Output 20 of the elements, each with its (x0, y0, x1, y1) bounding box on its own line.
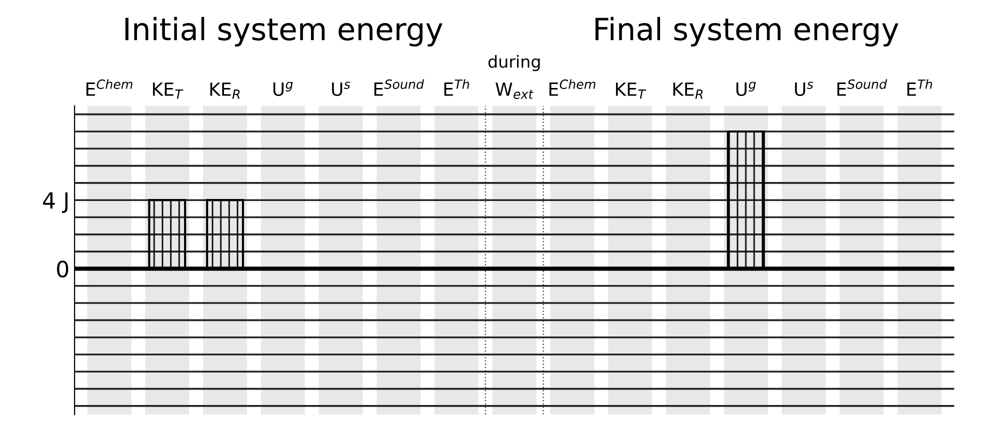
y-tick-label: 0 (57, 260, 68, 278)
x-tick-label: E$^{Sound}$ (837, 79, 888, 96)
x-tick-label: KE$_{T}$ (616, 82, 646, 99)
x-tick-label: E$^{Th}$ (907, 79, 932, 96)
x-tick-label: W$_{ext}$ (496, 82, 534, 99)
y-tick-label: 4 J (43, 192, 68, 213)
x-tick-label: U$^{g}$ (273, 82, 293, 96)
x-tick-label: E$^{Chem}$ (549, 79, 596, 96)
text: Final system energy (595, 16, 898, 46)
x-tick-label: E$^{Chem}$ (86, 79, 132, 96)
x-tick-label: KE$_{R}$ (210, 82, 240, 99)
x-tick-label: U$^{s}$ (332, 82, 350, 96)
x-tick-label: KE$_{R}$ (673, 82, 703, 99)
text: during (488, 54, 540, 72)
x-tick-label: E$^{Th}$ (444, 79, 470, 96)
text: Initial system energy (125, 16, 442, 46)
x-tick-label: U$^{g}$ (736, 82, 756, 96)
x-tick-label: E$^{Sound}$ (374, 79, 424, 96)
x-tick-label: U$^{s}$ (795, 82, 814, 96)
x-tick-label: KE$_{T}$ (153, 82, 184, 99)
